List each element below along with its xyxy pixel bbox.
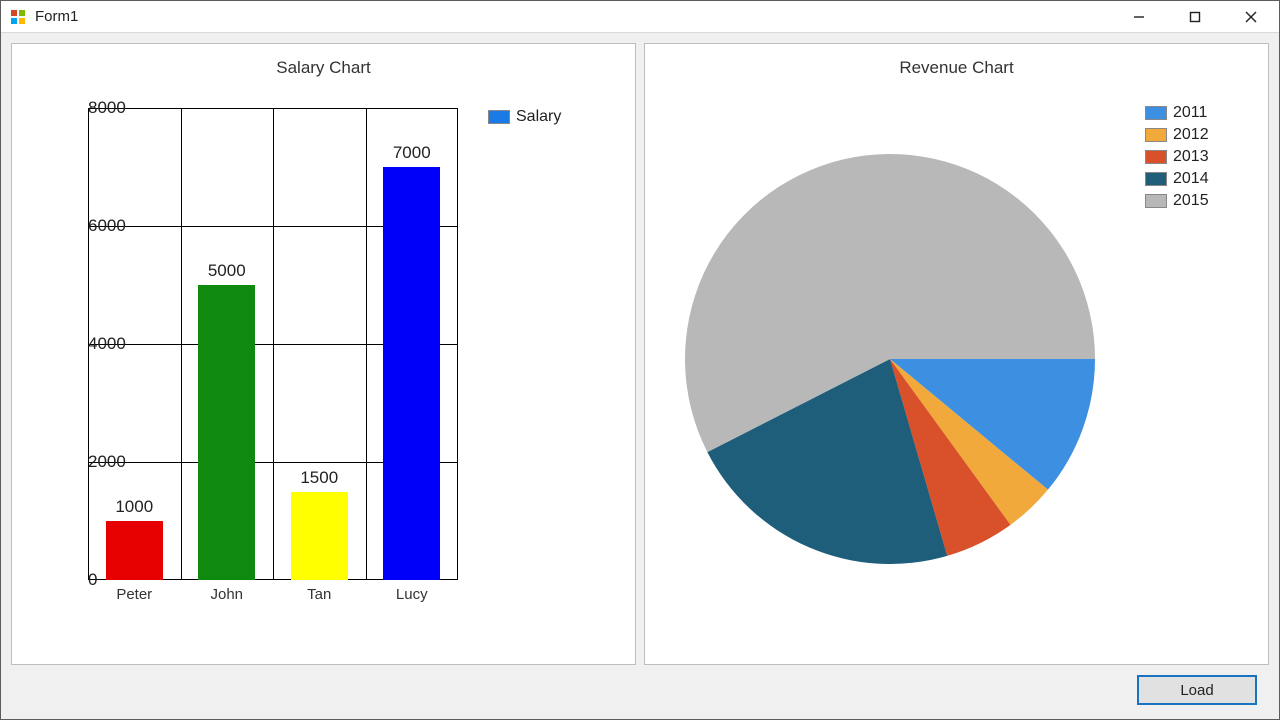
legend-label-salary: Salary: [516, 108, 561, 126]
window-title: Form1: [35, 8, 78, 25]
revenue-pie-wrap: [685, 154, 1095, 564]
bar-peter: [106, 521, 163, 580]
bar-value: 7000: [393, 143, 431, 163]
legend-item-2011: 2011: [1145, 102, 1209, 124]
gridline-v: [273, 108, 274, 580]
titlebar: Form1: [1, 1, 1279, 33]
bar-john: [198, 285, 255, 580]
legend-swatch: [1145, 194, 1167, 208]
ytick: 2000: [88, 452, 96, 472]
salary-chart-panel: Salary Chart Salary 0 2000 4000 6000 8000 100…: [11, 43, 636, 665]
legend-swatch: [1145, 172, 1167, 186]
xcat: Tan: [307, 580, 331, 603]
ytick: 6000: [88, 216, 96, 236]
legend-item-2015: 2015: [1145, 190, 1209, 212]
revenue-chart-panel: Revenue Chart 2011 2012 2013 2014 2015: [644, 43, 1269, 665]
ytick: 0: [88, 570, 96, 590]
legend-item-salary: Salary: [488, 106, 561, 128]
bar-value: 5000: [208, 261, 246, 281]
salary-chart-title: Salary Chart: [12, 58, 635, 78]
bar-value: 1500: [300, 468, 338, 488]
ytick: 8000: [88, 98, 96, 118]
legend-item-2013: 2013: [1145, 146, 1209, 168]
load-button[interactable]: Load: [1137, 675, 1257, 705]
ytick: 4000: [88, 334, 96, 354]
gridline-v: [181, 108, 182, 580]
legend-swatch-salary: [488, 110, 510, 124]
legend-label: 2011: [1173, 104, 1207, 122]
maximize-button[interactable]: [1167, 1, 1223, 33]
legend-label: 2012: [1173, 126, 1209, 144]
legend-swatch: [1145, 106, 1167, 120]
legend-item-2014: 2014: [1145, 168, 1209, 190]
salary-plot-area: 020004000600080001000Peter5000John1500Ta…: [38, 108, 458, 608]
bar-lucy: [383, 167, 440, 580]
bar-tan: [291, 492, 348, 581]
revenue-pie: [685, 154, 1095, 564]
legend-label: 2013: [1173, 148, 1209, 166]
bar-value: 1000: [115, 497, 153, 517]
salary-legend: Salary: [488, 106, 561, 128]
client-area: Salary Chart Salary 0 2000 4000 6000 8000 100…: [1, 33, 1279, 719]
close-button[interactable]: [1223, 1, 1279, 33]
xcat: Peter: [116, 580, 152, 603]
legend-swatch: [1145, 150, 1167, 164]
xcat: John: [210, 580, 243, 603]
gridline-v: [366, 108, 367, 580]
app-icon: [9, 8, 27, 26]
legend-label: 2015: [1173, 192, 1209, 210]
app-window: Form1 Salary Chart Salary: [0, 0, 1280, 720]
legend-label: 2014: [1173, 170, 1209, 188]
revenue-chart-title: Revenue Chart: [645, 58, 1268, 78]
legend-item-2012: 2012: [1145, 124, 1209, 146]
revenue-legend: 2011 2012 2013 2014 2015: [1145, 102, 1209, 212]
legend-swatch: [1145, 128, 1167, 142]
xcat: Lucy: [396, 580, 428, 603]
minimize-button[interactable]: [1111, 1, 1167, 33]
